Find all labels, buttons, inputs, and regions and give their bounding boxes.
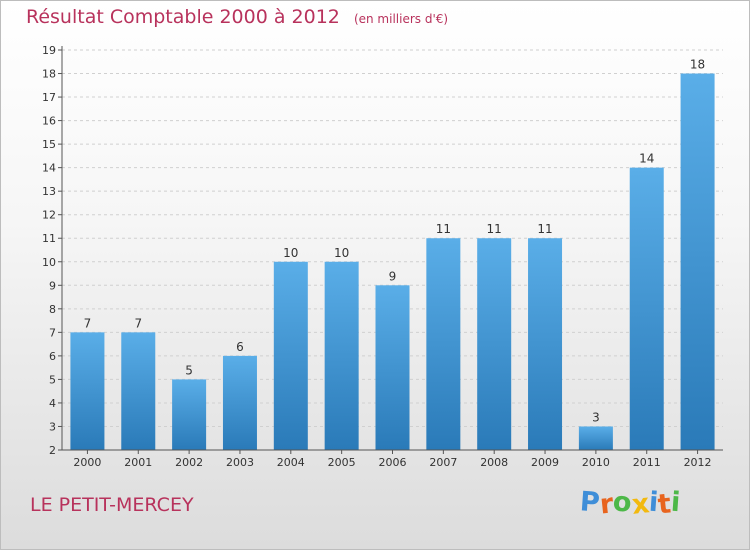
x-tick-label-2005: 2005 <box>328 456 356 469</box>
data-label-2003: 6 <box>236 340 244 354</box>
y-tick-label: 10 <box>42 256 56 269</box>
y-tick-label: 17 <box>42 91 56 104</box>
y-tick-label: 11 <box>42 232 56 245</box>
data-label-2001: 7 <box>134 316 142 330</box>
chart-title: Résultat Comptable 2000 à 2012 (en milli… <box>26 6 448 28</box>
x-tick-label-2007: 2007 <box>429 456 457 469</box>
y-tick-label: 7 <box>49 326 56 339</box>
data-label-2000: 7 <box>84 316 92 330</box>
x-tick-label-2001: 2001 <box>124 456 152 469</box>
x-tick-label-2003: 2003 <box>226 456 254 469</box>
x-tick-label-2000: 2000 <box>73 456 101 469</box>
x-tick-label-2008: 2008 <box>480 456 508 469</box>
bar-2006 <box>375 285 410 450</box>
data-label-2012: 18 <box>690 58 705 72</box>
x-tick-label-2011: 2011 <box>633 456 661 469</box>
data-label-2009: 11 <box>537 222 552 236</box>
bar-2007 <box>426 238 461 450</box>
x-tick-label-2012: 2012 <box>684 456 712 469</box>
data-label-2002: 5 <box>185 363 193 377</box>
x-tick-label-2004: 2004 <box>277 456 305 469</box>
y-tick-label: 6 <box>49 350 56 363</box>
x-tick-label-2006: 2006 <box>379 456 407 469</box>
y-tick-label: 9 <box>49 279 56 292</box>
x-tick-label-2002: 2002 <box>175 456 203 469</box>
bar-2008 <box>477 238 512 450</box>
data-label-2010: 3 <box>592 410 600 424</box>
logo-letter: i <box>670 486 682 519</box>
bar-2010 <box>578 426 613 450</box>
data-label-2007: 11 <box>436 222 451 236</box>
title-unit: (en milliers d'€) <box>353 12 449 26</box>
y-tick-label: 13 <box>42 185 56 198</box>
y-tick-label: 3 <box>49 420 56 433</box>
data-label-2011: 14 <box>639 152 654 166</box>
y-tick-label: 19 <box>42 44 56 57</box>
bar-2009 <box>528 238 563 450</box>
data-label-2006: 9 <box>389 269 397 283</box>
axes: 2 3 4 5 6 7 8 9 10 11 12 13 14 15 16 17 18 19 2000 2001 2002… <box>42 44 723 469</box>
y-tick-label: 14 <box>42 162 56 175</box>
x-tick-label-2009: 2009 <box>531 456 559 469</box>
logo-letter: P <box>578 486 601 519</box>
data-label-2008: 11 <box>487 222 502 236</box>
data-label-2004: 10 <box>283 246 298 260</box>
y-tick-label: 8 <box>49 303 56 316</box>
y-tick-label: 4 <box>49 397 56 410</box>
y-tick-label: 15 <box>42 138 56 151</box>
y-tick-label: 12 <box>42 209 56 222</box>
bar-2005 <box>324 261 359 450</box>
bar-2004 <box>273 261 308 450</box>
y-tick-label: 18 <box>42 68 56 81</box>
title-text: Résultat Comptable 2000 à 2012 <box>26 6 340 28</box>
bar-2003 <box>222 355 257 450</box>
bar-2001 <box>121 332 156 450</box>
bar-2000 <box>70 332 105 450</box>
x-tick-label-2010: 2010 <box>582 456 610 469</box>
bar-2002 <box>172 379 207 450</box>
y-tick-label: 5 <box>49 373 56 386</box>
commune-name: LE PETIT-MERCEY <box>30 494 194 516</box>
data-label-2005: 10 <box>334 246 349 260</box>
y-tick-label: 2 <box>49 444 56 457</box>
bar-2012 <box>680 73 715 450</box>
bars: 7 7 5 6 10 10 9 11 11 11 3 14 18 <box>70 58 715 450</box>
bar-2011 <box>629 167 664 450</box>
proxiti-logo: Proxiti <box>578 486 682 520</box>
y-tick-label: 16 <box>42 115 56 128</box>
